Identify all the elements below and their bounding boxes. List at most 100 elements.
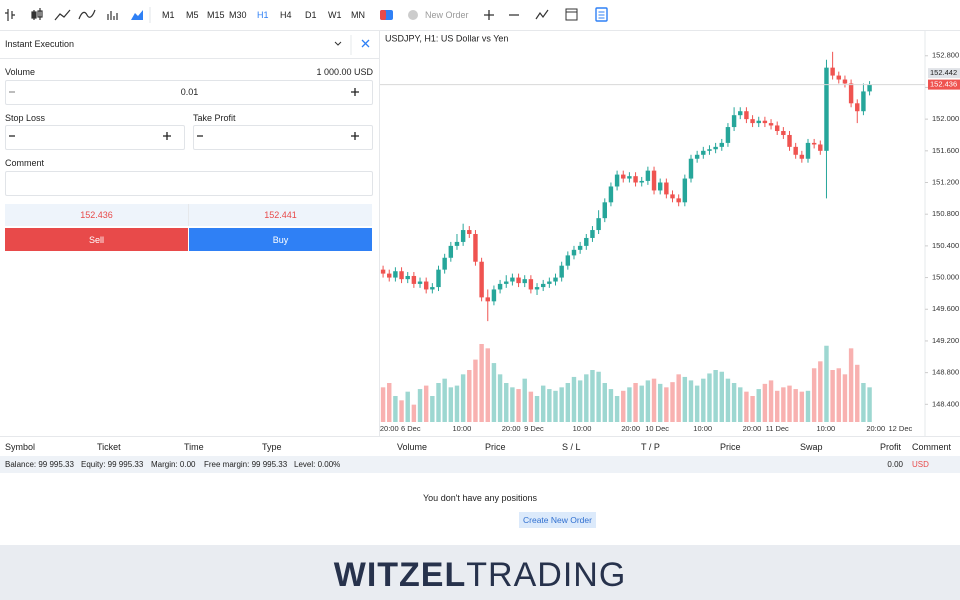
column-header: Time [184, 442, 204, 452]
column-header: S / L [562, 442, 581, 452]
y-tick-label: 148.800 [932, 368, 959, 377]
volume-bar [534, 396, 540, 422]
volume-bar [707, 373, 712, 422]
empty-message: You don't have any positions [423, 493, 537, 503]
column-header: Symbol [5, 442, 36, 452]
volume-bar [504, 383, 509, 422]
x-tick-label: 20:00 [866, 424, 885, 433]
column-header: Profit [880, 442, 902, 452]
volume-bar [799, 391, 805, 422]
timeframe-button[interactable]: M15 [207, 10, 225, 20]
timeframe-button[interactable]: W1 [328, 10, 342, 20]
candle-body [393, 271, 398, 278]
volume-bar [479, 344, 484, 422]
candle-body [399, 271, 404, 280]
candle-body [657, 182, 663, 191]
price-tag [928, 79, 960, 90]
candle-body [768, 123, 774, 126]
timeframe-button[interactable]: H4 [280, 10, 292, 20]
new-order-button[interactable]: New Order [425, 10, 469, 20]
candle-body [670, 194, 675, 199]
x-tick-label: 10:00 [816, 424, 835, 433]
comment-label: Comment [5, 158, 45, 168]
volume-bar [738, 387, 743, 422]
volume-bar [688, 380, 694, 422]
volume-bar [448, 387, 454, 422]
timeframe-button[interactable]: D1 [305, 10, 317, 20]
volume-bar [701, 378, 706, 422]
candle-body [824, 67, 829, 151]
x-tick-label: 12 Dec [888, 424, 912, 433]
x-tick-label: 20:00 [502, 424, 521, 433]
volume-bar [423, 385, 429, 422]
stop-loss-input[interactable] [5, 125, 185, 150]
margin: Margin: 0.00 [151, 460, 196, 469]
candle-body [793, 146, 798, 155]
volume-bar [516, 389, 521, 422]
create-order-button[interactable]: Create New Order [519, 512, 596, 528]
volume-bar [855, 364, 860, 422]
candle-body [694, 154, 700, 159]
volume-bar [676, 374, 681, 422]
volume-bar [645, 380, 651, 422]
volume-bar [830, 370, 835, 422]
comment-input[interactable] [5, 171, 373, 196]
volume-bar [540, 385, 546, 422]
candle-body [818, 144, 823, 151]
chart-title: USDJPY, H1: US Dollar vs Yen [385, 33, 508, 43]
candle-body [664, 182, 669, 195]
y-tick-label: 148.400 [932, 399, 959, 408]
candle-body [577, 245, 583, 250]
candle-body [738, 111, 743, 116]
volume-bar [657, 383, 663, 422]
candle-body [719, 142, 724, 147]
candle-body [590, 230, 595, 238]
volume-bar [405, 391, 410, 422]
volume-bar [731, 383, 737, 422]
free-margin: Free margin: 99 995.33 [204, 460, 288, 469]
candle-body [596, 218, 601, 231]
volume-bar [454, 385, 460, 422]
stop-loss-label: Stop Loss [5, 113, 46, 123]
sell-button[interactable] [5, 228, 188, 251]
volume-bar [547, 389, 552, 422]
candle-body [571, 249, 577, 256]
timeframe-button[interactable]: M1 [162, 10, 175, 20]
buy-button[interactable] [189, 228, 372, 251]
candle-body [516, 277, 521, 284]
candle-body [380, 269, 386, 274]
x-tick-label: 11 Dec [766, 424, 789, 433]
balance: Balance: 99 995.33 [5, 460, 74, 469]
candle-body [855, 103, 860, 112]
volume-bar [633, 383, 638, 422]
column-header: Price [485, 442, 506, 452]
volume-bar [528, 391, 534, 422]
candle-body [565, 255, 571, 266]
take-profit-input[interactable] [193, 125, 373, 150]
volume-bar [682, 376, 688, 422]
panel-icons [334, 35, 370, 55]
volume-bar [522, 378, 527, 422]
sell-price: 152.436 [80, 210, 113, 220]
volume-input[interactable] [5, 80, 373, 105]
x-tick-label: 10:00 [693, 424, 712, 433]
volume-bar [491, 363, 497, 422]
volume-bar [639, 385, 644, 422]
timeframe-button[interactable]: M30 [229, 10, 247, 20]
volume-bar [436, 383, 441, 422]
timeframe-button[interactable]: MN [351, 10, 365, 20]
candle-body [497, 283, 503, 290]
candle-body [811, 142, 817, 145]
timeframe-button[interactable]: M5 [186, 10, 199, 20]
candle-body [411, 275, 417, 284]
candle-body [528, 279, 534, 290]
buy-label: Buy [272, 235, 289, 245]
candle-body [645, 170, 651, 181]
x-tick-label: 9 Dec [524, 424, 544, 433]
candle-body [442, 257, 447, 270]
timeframe-button[interactable]: H1 [257, 10, 269, 20]
volume-bar [387, 383, 392, 422]
profit-total: 0.00 [887, 460, 903, 469]
candle-body [602, 202, 607, 219]
column-header: T / P [641, 442, 660, 452]
